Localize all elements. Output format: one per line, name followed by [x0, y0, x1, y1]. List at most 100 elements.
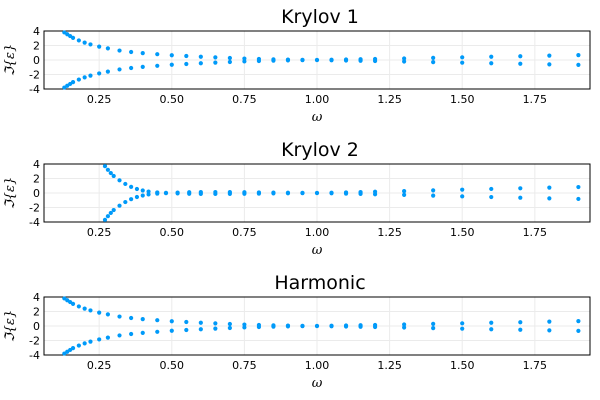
data-point	[300, 324, 305, 329]
data-point	[129, 184, 134, 189]
data-point	[198, 327, 203, 332]
y-tick-label: 4	[33, 158, 40, 171]
data-point	[123, 199, 128, 205]
data-point	[105, 46, 110, 51]
data-points	[62, 296, 581, 356]
y-tick-label: 0	[33, 54, 40, 67]
data-point	[227, 55, 232, 61]
data-point	[358, 323, 363, 328]
data-point	[576, 53, 581, 58]
data-point	[329, 323, 334, 328]
data-point	[358, 191, 363, 196]
data-point	[105, 214, 110, 219]
data-point	[300, 190, 305, 195]
data-point	[547, 185, 552, 190]
data-point	[117, 178, 122, 183]
data-point	[576, 196, 581, 202]
data-point	[129, 197, 134, 202]
data-point	[489, 194, 494, 200]
x-tick-label: 1.75	[523, 226, 548, 239]
data-points	[102, 164, 581, 222]
y-tick-label: 2	[33, 306, 40, 319]
data-point	[187, 190, 192, 195]
data-point	[242, 56, 247, 61]
data-point	[489, 61, 494, 66]
data-point	[271, 190, 276, 195]
y-tick-label: -4	[29, 349, 40, 362]
y-tick-label: -2	[29, 69, 40, 82]
data-point	[518, 320, 523, 325]
data-point	[431, 188, 436, 193]
data-point	[402, 192, 407, 197]
data-point	[129, 49, 134, 55]
panel-title: Krylov 2	[281, 139, 359, 161]
data-point	[431, 321, 436, 326]
y-tick-label: 2	[33, 173, 40, 186]
y-axis-label: ℑ{ε}	[3, 44, 18, 77]
data-point	[242, 59, 247, 64]
data-point	[576, 328, 581, 333]
data-point	[518, 61, 523, 66]
data-point	[460, 194, 465, 199]
data-point	[111, 207, 116, 213]
data-point	[256, 190, 262, 195]
data-point	[198, 61, 203, 66]
x-tick-label: 1.00	[305, 93, 330, 106]
data-point	[460, 55, 465, 60]
data-point	[431, 326, 436, 331]
data-point	[155, 52, 160, 57]
y-axis-label: ℑ{ε}	[3, 310, 18, 343]
data-point	[256, 324, 262, 330]
data-point	[108, 210, 113, 216]
x-tick-label: 1.75	[523, 359, 548, 372]
data-point	[105, 167, 110, 172]
y-tick-label: -2	[29, 202, 40, 215]
data-point	[88, 308, 93, 313]
data-point	[88, 73, 93, 78]
data-point	[489, 186, 494, 192]
data-point	[169, 328, 174, 333]
data-point	[256, 58, 262, 64]
data-point	[489, 320, 494, 325]
data-point	[105, 69, 110, 74]
data-point	[134, 194, 140, 200]
x-axis-label: ω	[312, 243, 323, 258]
y-tick-label: 4	[33, 25, 40, 38]
plot-frame	[43, 296, 591, 356]
data-point	[227, 59, 232, 65]
data-point	[129, 331, 134, 337]
data-point	[489, 327, 494, 332]
data-point	[117, 203, 122, 208]
data-point	[117, 67, 122, 72]
data-point	[402, 325, 407, 330]
data-point	[431, 60, 436, 65]
data-point	[82, 40, 87, 45]
data-point	[489, 54, 494, 59]
data-point	[431, 55, 436, 60]
y-tick-label: 2	[33, 40, 40, 53]
panel-harmonic: Harmonic 0.25 0.50 0.75 1.00 1.25 1.50 1.75 -4-…	[3, 272, 591, 391]
data-point	[163, 191, 169, 196]
data-point	[97, 310, 102, 315]
panel-title: Harmonic	[274, 272, 365, 294]
x-tick-label: 0.25	[87, 226, 112, 239]
x-tick-label: 1.00	[305, 359, 330, 372]
data-point	[134, 186, 140, 192]
data-point	[285, 190, 291, 195]
data-point	[242, 322, 247, 327]
data-point	[227, 321, 232, 327]
data-point	[140, 193, 145, 198]
data-point	[329, 57, 334, 62]
x-tick-label: 0.25	[87, 359, 112, 372]
x-axis-label: ω	[312, 110, 323, 125]
data-point	[184, 319, 189, 325]
data-point	[175, 190, 180, 195]
data-point	[271, 58, 276, 63]
y-tick-label: -4	[29, 216, 40, 229]
x-tick-label: 0.50	[160, 226, 185, 239]
data-point	[227, 325, 232, 331]
data-point	[82, 75, 87, 80]
panel-title: Krylov 1	[281, 6, 359, 28]
data-point	[314, 190, 320, 196]
